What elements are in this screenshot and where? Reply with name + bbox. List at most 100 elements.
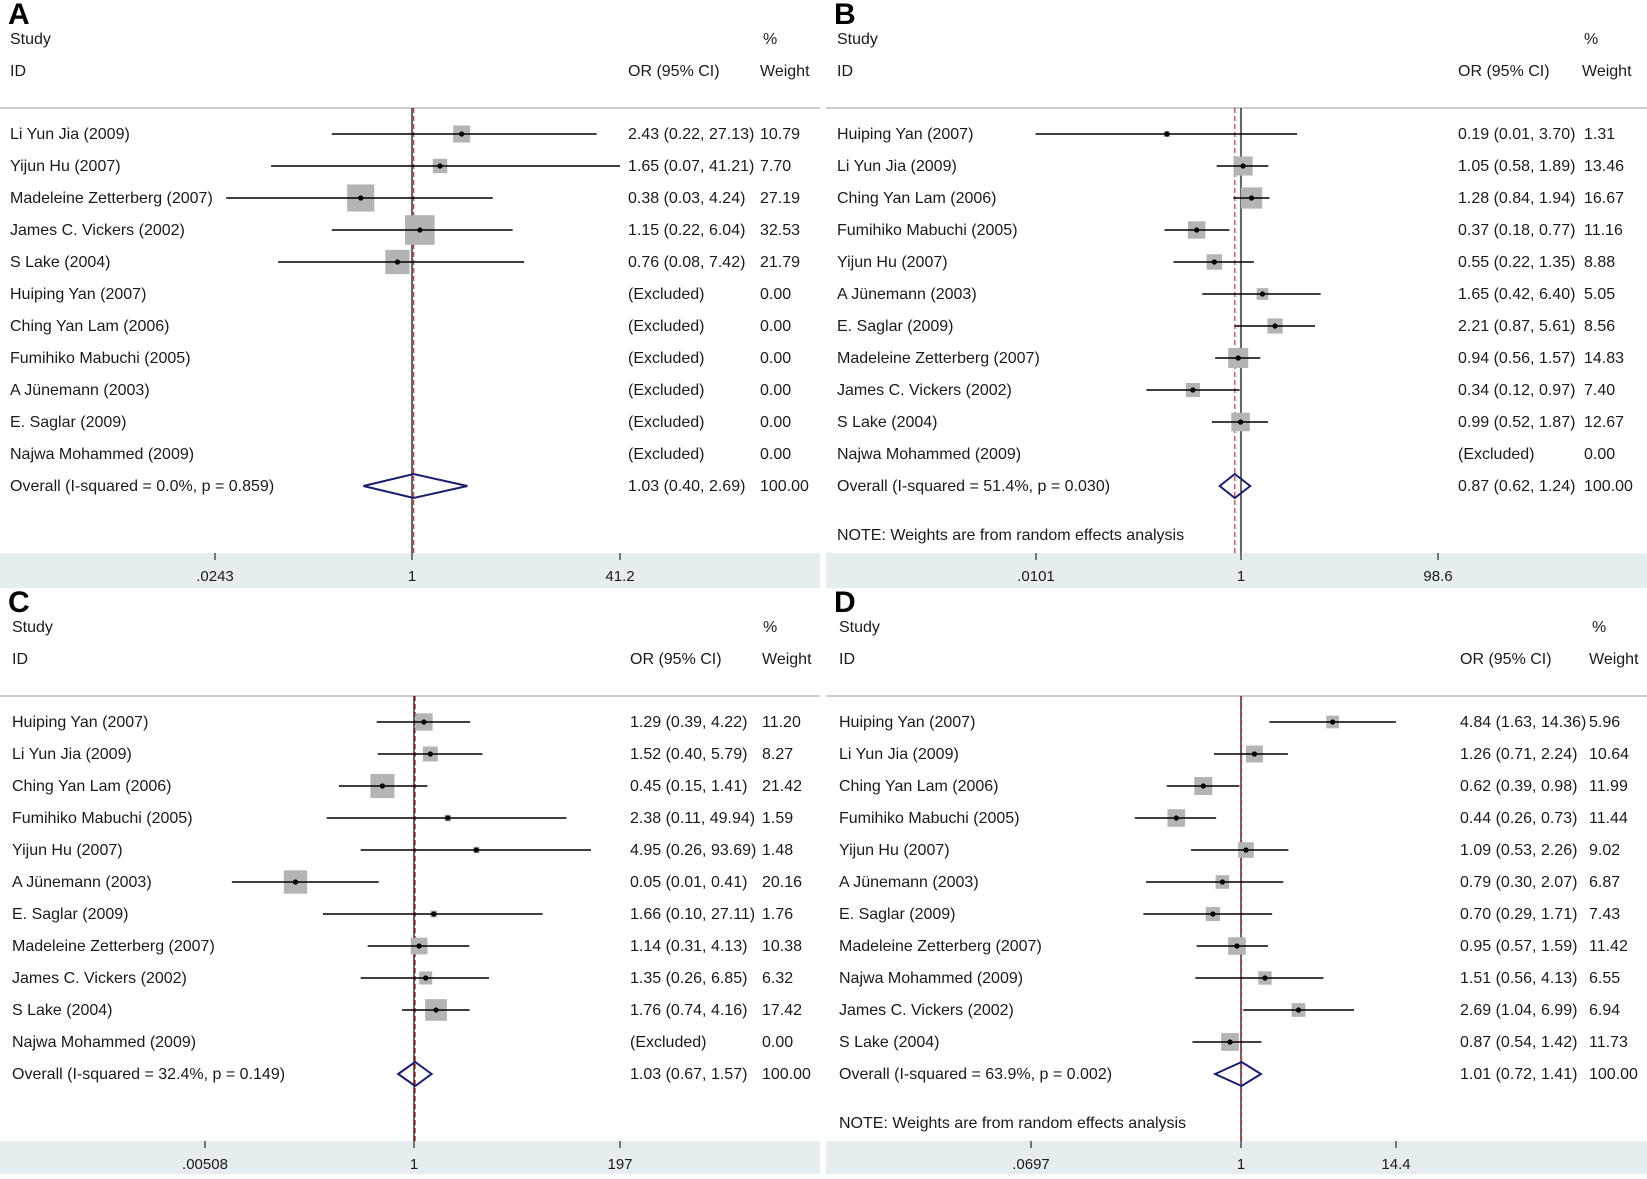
study-or-ci: 0.05 (0.01, 0.41) xyxy=(630,874,747,891)
study-or-ci: 1.66 (0.10, 27.11) xyxy=(630,906,755,923)
overall-weight: 100.00 xyxy=(1584,478,1633,495)
study-name: James C. Vickers (2002) xyxy=(839,1002,1014,1019)
study-weight: 10.79 xyxy=(760,126,800,143)
study-weight: 8.56 xyxy=(1584,318,1615,335)
overall-or-ci: 1.01 (0.72, 1.41) xyxy=(1460,1066,1577,1083)
study-weight: 14.83 xyxy=(1584,350,1624,367)
study-weight: 6.55 xyxy=(1589,970,1620,987)
study-or-ci: 2.43 (0.22, 27.13) xyxy=(628,126,754,143)
point-estimate xyxy=(1330,719,1336,725)
study-or-ci: 0.44 (0.26, 0.73) xyxy=(1460,810,1577,827)
study-weight: 8.88 xyxy=(1584,254,1615,271)
point-estimate xyxy=(421,719,427,725)
study-weight: 32.53 xyxy=(760,222,800,239)
point-estimate xyxy=(1219,879,1226,885)
study-weight: 0.00 xyxy=(760,382,791,399)
study-or-ci: (Excluded) xyxy=(628,382,704,399)
overall-diamond xyxy=(1212,1060,1263,1088)
point-estimate xyxy=(358,195,364,201)
point-estimate xyxy=(1251,751,1258,757)
point-estimate xyxy=(1200,783,1206,789)
overall-or-ci: 0.87 (0.62, 1.24) xyxy=(1458,478,1575,495)
study-name: A Jünemann (2003) xyxy=(839,874,979,891)
study-or-ci: 1.09 (0.53, 2.26) xyxy=(1460,842,1577,859)
study-weight: 1.31 xyxy=(1584,126,1615,143)
header-study: Study xyxy=(837,31,878,48)
study-name: Najwa Mohammed (2009) xyxy=(839,970,1023,987)
point-estimate xyxy=(1190,387,1196,393)
header-study: Study xyxy=(10,31,51,48)
overall-diamond xyxy=(363,472,468,500)
point-estimate xyxy=(1173,815,1179,821)
study-weight: 0.00 xyxy=(760,446,791,463)
study-weight: 0.00 xyxy=(762,1034,793,1051)
study-weight: 6.32 xyxy=(762,970,793,987)
axis-tick-label: 41.2 xyxy=(605,568,634,585)
study-weight: 7.70 xyxy=(760,158,791,175)
point-estimate xyxy=(417,227,423,233)
header-weight: Weight xyxy=(760,63,810,80)
study-name: Ching Yan Lam (2006) xyxy=(12,778,172,795)
study-name: Yijun Hu (2007) xyxy=(839,842,950,859)
study-weight: 1.76 xyxy=(762,906,793,923)
study-name: James C. Vickers (2002) xyxy=(837,382,1012,399)
axis-tick-label: 197 xyxy=(607,1156,632,1173)
point-estimate xyxy=(473,847,479,853)
study-weight: 5.05 xyxy=(1584,286,1615,303)
overall-weight: 100.00 xyxy=(1589,1066,1638,1083)
point-estimate xyxy=(1295,1007,1302,1013)
study-weight: 7.43 xyxy=(1589,906,1620,923)
axis-tick-label: 1 xyxy=(410,1156,418,1173)
header-or-ci: OR (95% CI) xyxy=(1458,63,1550,80)
study-or-ci: 1.14 (0.31, 4.13) xyxy=(630,938,747,955)
study-name: Huiping Yan (2007) xyxy=(12,714,148,731)
overall-label: Overall (I-squared = 32.4%, p = 0.149) xyxy=(12,1066,285,1083)
point-estimate xyxy=(1234,943,1240,949)
study-or-ci: (Excluded) xyxy=(630,1034,706,1051)
axis-tick-label: 1 xyxy=(408,568,416,585)
overall-diamond xyxy=(396,1060,434,1088)
study-name: A Jünemann (2003) xyxy=(837,286,977,303)
study-or-ci: 1.65 (0.42, 6.40) xyxy=(1458,286,1575,303)
study-or-ci: 1.15 (0.22, 6.04) xyxy=(628,222,745,239)
study-name: Huiping Yan (2007) xyxy=(837,126,973,143)
study-or-ci: 2.21 (0.87, 5.61) xyxy=(1458,318,1575,335)
study-name: Madeleine Zetterberg (2007) xyxy=(837,350,1040,367)
study-weight: 6.87 xyxy=(1589,874,1620,891)
study-name: Najwa Mohammed (2009) xyxy=(12,1034,196,1051)
study-name: Najwa Mohammed (2009) xyxy=(10,446,194,463)
axis-tick-label: .0101 xyxy=(1017,568,1055,585)
study-or-ci: 1.52 (0.40, 5.79) xyxy=(630,746,747,763)
study-or-ci: (Excluded) xyxy=(628,446,704,463)
study-or-ci: 4.84 (1.63, 14.36) xyxy=(1460,714,1586,731)
point-estimate xyxy=(1243,847,1249,853)
point-estimate xyxy=(292,879,299,885)
header-percent: % xyxy=(763,31,777,48)
header-or-ci: OR (95% CI) xyxy=(1460,651,1552,668)
study-name: Yijun Hu (2007) xyxy=(837,254,948,271)
header-study: Study xyxy=(839,619,880,636)
axis-tick-label: .0243 xyxy=(196,568,234,585)
point-estimate xyxy=(1262,975,1268,981)
overall-label: Overall (I-squared = 51.4%, p = 0.030) xyxy=(837,478,1110,495)
study-weight: 17.42 xyxy=(762,1002,802,1019)
study-or-ci: 0.94 (0.56, 1.57) xyxy=(1458,350,1575,367)
study-or-ci: 0.70 (0.29, 1.71) xyxy=(1460,906,1577,923)
study-weight: 21.42 xyxy=(762,778,802,795)
study-or-ci: 0.38 (0.03, 4.24) xyxy=(628,190,745,207)
study-or-ci: 0.76 (0.08, 7.42) xyxy=(628,254,745,271)
axis-band xyxy=(0,1141,820,1176)
study-or-ci: (Excluded) xyxy=(628,350,704,367)
axis-band xyxy=(826,1141,1647,1176)
study-weight: 12.67 xyxy=(1584,414,1624,431)
study-weight: 0.00 xyxy=(760,350,791,367)
study-or-ci: (Excluded) xyxy=(628,318,704,335)
study-name: Li Yun Jia (2009) xyxy=(837,158,957,175)
study-weight: 5.96 xyxy=(1589,714,1620,731)
point-estimate xyxy=(1211,259,1217,265)
study-weight: 1.59 xyxy=(762,810,793,827)
study-name: Huiping Yan (2007) xyxy=(10,286,146,303)
